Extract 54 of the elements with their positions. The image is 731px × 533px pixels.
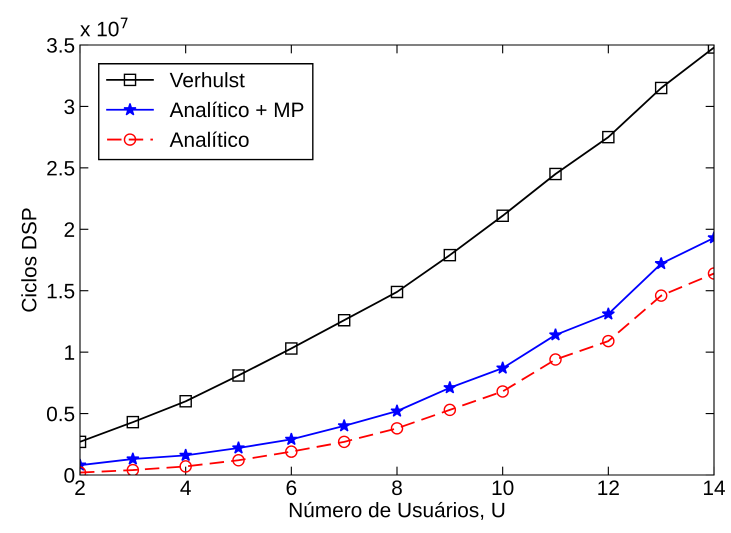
y-axis-title: Ciclos DSP <box>21 208 37 312</box>
legend-label: Analítico + MP <box>170 102 304 118</box>
point <box>338 314 350 326</box>
point <box>232 441 246 454</box>
y-tick-label: 0 <box>64 468 74 483</box>
point <box>548 328 562 341</box>
y-tick-label: 2 <box>64 222 74 237</box>
point <box>549 353 562 366</box>
point <box>390 422 404 435</box>
point <box>179 395 192 408</box>
y-tick-label: 0.5 <box>46 406 74 422</box>
point <box>285 342 298 355</box>
legend-label: Analítico <box>170 132 249 148</box>
point <box>179 460 192 473</box>
point <box>390 286 404 298</box>
point <box>496 385 509 398</box>
point <box>444 404 456 416</box>
point <box>602 130 615 144</box>
x-tick-label: 12 <box>598 480 619 495</box>
legend-label: Verhulst <box>170 72 245 88</box>
point <box>126 464 140 475</box>
text: x 10$^{7}$ <box>80 18 128 36</box>
point <box>602 334 615 348</box>
point <box>338 418 351 432</box>
point <box>232 454 245 467</box>
point <box>549 168 562 180</box>
x-tick-label: 8 <box>392 480 402 496</box>
point <box>654 289 668 302</box>
y-tick-label: 1.5 <box>48 284 74 298</box>
y-tick-label: 2.5 <box>47 160 74 176</box>
y-tick-label: 1 <box>65 345 74 360</box>
point <box>496 361 510 374</box>
point <box>126 452 140 465</box>
point <box>179 448 192 462</box>
y-tick-label: 3 <box>64 99 74 114</box>
point <box>444 248 456 262</box>
point <box>443 380 456 394</box>
x-tick-label: 4 <box>180 480 191 495</box>
x-tick-label: 2 <box>75 480 85 495</box>
point <box>338 436 350 448</box>
point <box>232 369 245 382</box>
point <box>285 445 298 458</box>
y-tick-label: 3.5 <box>46 38 74 53</box>
x-tick-label: 6 <box>286 480 296 496</box>
point <box>496 210 509 222</box>
point <box>284 432 298 446</box>
point <box>126 416 140 428</box>
point <box>654 256 668 270</box>
point <box>390 404 404 417</box>
x-tick-label: 14 <box>704 480 725 495</box>
point <box>654 82 668 94</box>
point <box>602 307 615 320</box>
x-tick-label: 10 <box>492 480 514 496</box>
x-axis-title: Número de Usuários, U <box>290 502 504 520</box>
